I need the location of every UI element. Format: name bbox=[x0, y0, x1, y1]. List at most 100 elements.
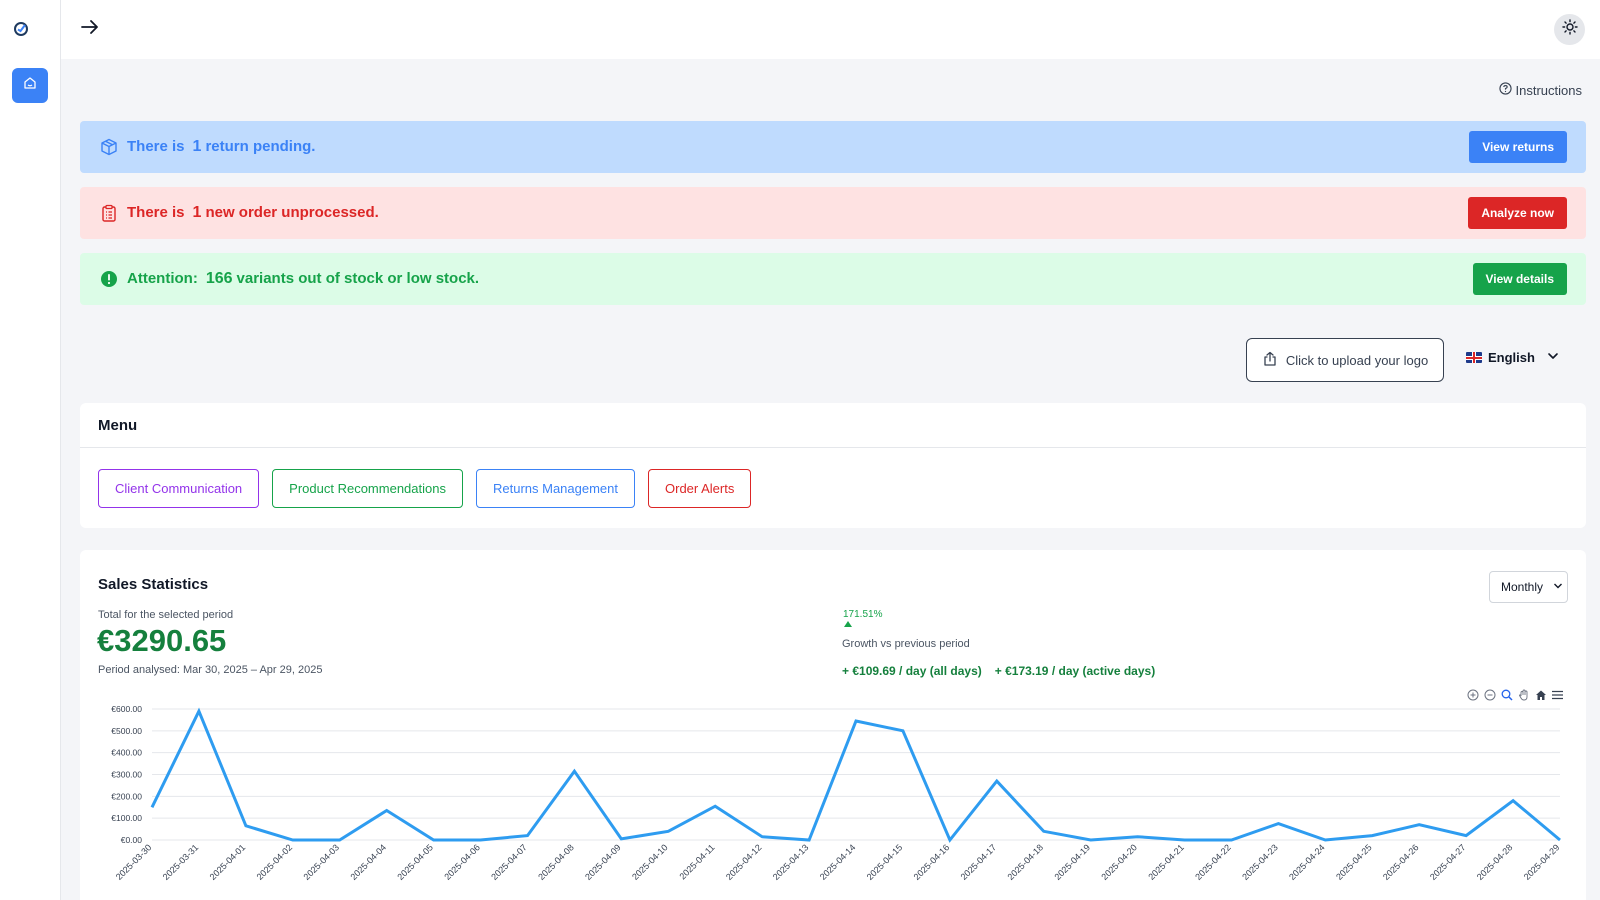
x-tick-label: 2025-04-07 bbox=[489, 842, 529, 882]
uk-flag-icon bbox=[1466, 352, 1482, 363]
help-circle-icon bbox=[1498, 82, 1512, 98]
period-select-value: Monthly bbox=[1501, 580, 1544, 594]
chevron-down-icon bbox=[1553, 580, 1563, 594]
y-tick-label: €600.00 bbox=[111, 704, 142, 714]
returns-alert: There is 1 return pending. View returns bbox=[80, 121, 1586, 173]
zoom-out-icon[interactable] bbox=[1483, 688, 1496, 701]
x-tick-label: 2025-04-29 bbox=[1522, 842, 1562, 882]
product-recommendations-button[interactable]: Product Recommendations bbox=[272, 469, 463, 508]
instructions-link[interactable]: Instructions bbox=[1498, 82, 1582, 98]
x-tick-label: 2025-04-13 bbox=[771, 842, 811, 882]
instructions-label: Instructions bbox=[1515, 82, 1582, 98]
total-value: €3290.65 bbox=[97, 623, 227, 658]
x-tick-label: 2025-03-31 bbox=[161, 842, 201, 882]
client-communication-button[interactable]: Client Communication bbox=[98, 469, 260, 508]
x-tick-label: 2025-04-02 bbox=[255, 842, 295, 882]
growth-percentage: 171.51% bbox=[843, 609, 883, 620]
orders-alert: There is 1 new order unprocessed. Analyze … bbox=[80, 187, 1586, 239]
stock-alert-count: 166 bbox=[205, 270, 233, 287]
x-tick-label: 2025-04-01 bbox=[208, 842, 248, 882]
x-tick-label: 2025-04-16 bbox=[912, 842, 952, 882]
orders-alert-count: 1 bbox=[192, 204, 202, 221]
x-tick-label: 2025-04-22 bbox=[1193, 842, 1233, 882]
x-tick-label: 2025-04-05 bbox=[395, 842, 435, 882]
order-alerts-button[interactable]: Order Alerts bbox=[648, 469, 752, 508]
stock-alert: Attention: 166 variants out of stock or lo… bbox=[80, 253, 1586, 305]
x-tick-label: 2025-04-11 bbox=[677, 842, 716, 881]
returns-alert-count: 1 bbox=[192, 138, 202, 155]
returns-alert-suffix: return pending. bbox=[205, 138, 316, 155]
menu-card: Menu Client Communication Product Recomm… bbox=[80, 403, 1586, 528]
x-tick-label: 2025-04-09 bbox=[583, 842, 623, 882]
returns-management-button[interactable]: Returns Management bbox=[475, 469, 635, 508]
expand-sidebar-button[interactable] bbox=[79, 18, 101, 40]
upload-logo-label: Click to upload your logo bbox=[1285, 352, 1429, 368]
language-select[interactable]: English bbox=[1466, 350, 1559, 365]
chevron-down-icon bbox=[1547, 350, 1559, 365]
view-returns-button[interactable]: View returns bbox=[1469, 131, 1567, 163]
x-tick-label: 2025-04-26 bbox=[1381, 842, 1421, 882]
app-logo-icon[interactable] bbox=[13, 21, 29, 37]
y-tick-label: €400.00 bbox=[111, 748, 142, 758]
x-tick-label: 2025-04-17 bbox=[959, 842, 999, 882]
theme-toggle-button[interactable] bbox=[1554, 14, 1585, 45]
zoom-select-icon[interactable] bbox=[1500, 688, 1513, 701]
orders-alert-prefix: There is bbox=[127, 204, 185, 221]
x-tick-label: 2025-04-03 bbox=[302, 842, 342, 882]
package-icon bbox=[100, 138, 118, 156]
period-select[interactable]: Monthly bbox=[1489, 571, 1568, 603]
language-label: English bbox=[1488, 350, 1535, 365]
x-tick-label: 2025-04-28 bbox=[1475, 842, 1515, 882]
chart-menu-icon[interactable] bbox=[1551, 688, 1564, 701]
returns-alert-prefix: There is bbox=[127, 138, 185, 155]
y-tick-label: €300.00 bbox=[111, 770, 142, 780]
chart-toolbar bbox=[1466, 688, 1564, 701]
topbar bbox=[61, 0, 1600, 59]
menu-title: Menu bbox=[80, 403, 1586, 448]
sales-statistics-card: Sales Statistics Monthly Total for the s… bbox=[80, 550, 1586, 900]
total-label: Total for the selected period bbox=[98, 609, 234, 621]
x-tick-label: 2025-04-10 bbox=[630, 842, 670, 882]
x-tick-label: 2025-04-08 bbox=[536, 842, 576, 882]
reset-home-icon[interactable] bbox=[1534, 688, 1547, 701]
x-tick-label: 2025-04-06 bbox=[442, 842, 482, 882]
zoom-in-icon[interactable] bbox=[1466, 688, 1479, 701]
analyze-now-button[interactable]: Analyze now bbox=[1468, 197, 1567, 229]
sales-statistics-title: Sales Statistics bbox=[98, 576, 209, 593]
upload-logo-button[interactable]: Click to upload your logo bbox=[1246, 338, 1444, 382]
orders-alert-suffix: new order unprocessed. bbox=[205, 204, 379, 221]
y-tick-label: €500.00 bbox=[111, 726, 142, 736]
per-day-all: + €109.69 / day (all days) bbox=[842, 664, 982, 678]
per-day-active: + €173.19 / day (active days) bbox=[994, 664, 1156, 678]
growth-up-arrow-icon bbox=[844, 621, 852, 627]
sun-icon bbox=[1561, 19, 1578, 40]
x-tick-label: 2025-04-23 bbox=[1240, 842, 1280, 882]
y-tick-label: €200.00 bbox=[111, 791, 142, 801]
home-icon bbox=[22, 75, 38, 96]
view-details-button[interactable]: View details bbox=[1472, 263, 1567, 295]
x-tick-label: 2025-04-25 bbox=[1334, 842, 1374, 882]
x-tick-label: 2025-04-04 bbox=[348, 842, 388, 882]
x-tick-label: 2025-04-12 bbox=[724, 842, 764, 882]
period-analysed: Period analysed: Mar 30, 2025 – Apr 29, … bbox=[98, 664, 323, 676]
upload-icon bbox=[1262, 351, 1278, 370]
x-tick-label: 2025-03-30 bbox=[114, 842, 154, 882]
pan-icon[interactable] bbox=[1517, 688, 1530, 701]
x-tick-label: 2025-04-19 bbox=[1052, 842, 1092, 882]
arrow-right-icon bbox=[80, 17, 100, 42]
stock-alert-suffix: variants out of stock or low stock. bbox=[236, 270, 480, 287]
home-button[interactable] bbox=[12, 68, 48, 103]
x-tick-label: 2025-04-21 bbox=[1146, 842, 1186, 882]
x-tick-label: 2025-04-20 bbox=[1099, 842, 1139, 882]
growth-label: Growth vs previous period bbox=[842, 638, 970, 650]
sales-line-chart: €0.00 €100.00 €200.00 €300.00 €400.00 €500.00… bbox=[111, 704, 1562, 882]
x-tick-label: 2025-04-24 bbox=[1287, 842, 1327, 882]
alert-circle-icon bbox=[100, 270, 118, 288]
x-tick-label: 2025-04-18 bbox=[1006, 842, 1046, 882]
x-tick-label: 2025-04-14 bbox=[818, 842, 858, 882]
clipboard-icon bbox=[100, 204, 118, 222]
x-tick-label: 2025-04-15 bbox=[865, 842, 905, 882]
y-tick-label: €0.00 bbox=[121, 835, 143, 845]
stock-alert-prefix: Attention: bbox=[127, 270, 198, 287]
x-tick-label: 2025-04-27 bbox=[1428, 842, 1468, 882]
